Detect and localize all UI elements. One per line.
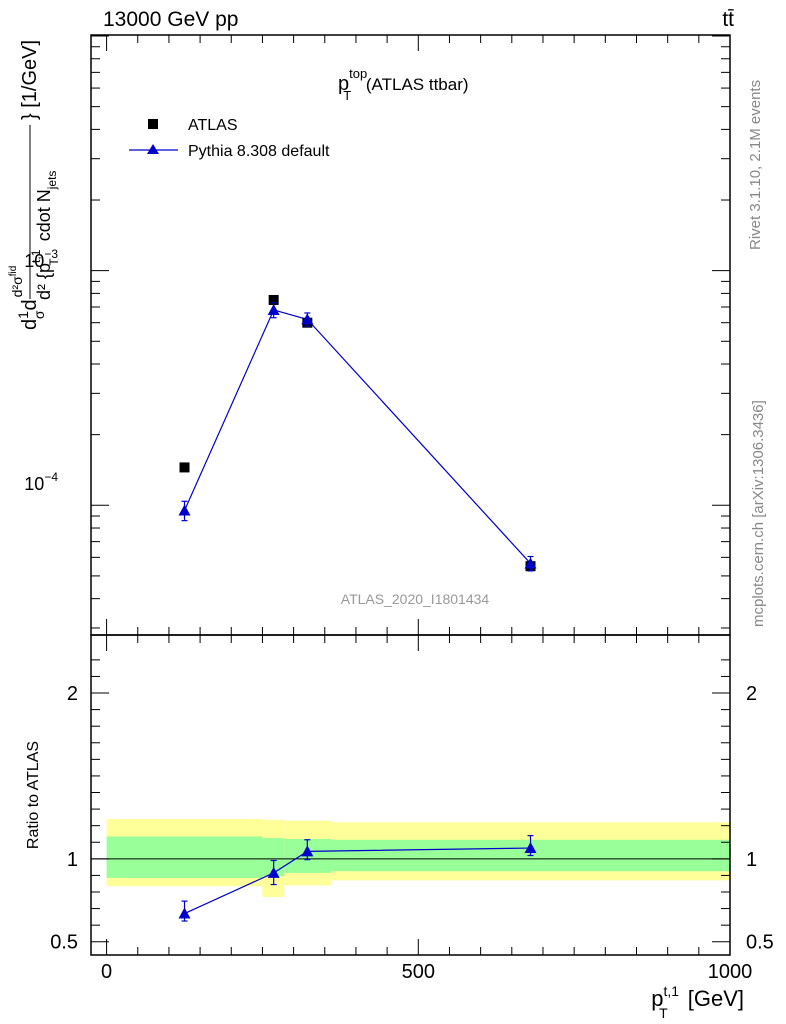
legend-mc-marker (147, 144, 159, 154)
mc-data-point (301, 313, 314, 325)
legend-atlas-marker (148, 119, 158, 129)
mcplots-label: mcplots.cern.ch [arXiv:1306.3436] (750, 400, 767, 627)
top-ylabel: d1σdd²σfid d² {pt,1 T cdot Njets } [1/GeV… (8, 40, 61, 330)
ratio-mc-point (524, 842, 537, 854)
atlas-data-point (268, 294, 279, 305)
title-rest: (ATLAS ttbar) (361, 75, 468, 94)
ratio-mc-point (267, 866, 280, 878)
ratio-panel: 0.5 1 2 0.5 1 2 0 500 1000 Ratio to ATLAS pt,1… (25, 634, 774, 1021)
legend-mc-label: Pythia 8.308 default (188, 143, 330, 160)
title-superscript: top (349, 66, 367, 81)
xtick-label: 0 (101, 961, 112, 983)
ratio-ytick-label-right: 2 (746, 683, 757, 705)
title-main: p (338, 73, 349, 95)
ratio-panel-frame (90, 634, 731, 956)
legend-atlas-label: ATLAS (188, 117, 238, 134)
top-ytick-labels: 10−4 10−3 (24, 247, 58, 494)
mc-data-point (267, 303, 280, 315)
ratio-mc-line (184, 847, 531, 915)
plot-title: ptop T (ATLAS ttbar) (338, 66, 469, 103)
xtick-label: 1000 (708, 961, 753, 983)
ytick-label-1e-4: 10−4 (24, 470, 58, 494)
ratio-ytick-labels-right: 0.5 1 2 (746, 683, 774, 954)
ratio-mc-point (178, 907, 191, 919)
ratio-bands (106, 819, 730, 897)
top-panel-frame (90, 34, 731, 636)
analysis-id: ATLAS_2020_I1801434 (341, 591, 490, 607)
xtick-label: 500 (402, 961, 435, 983)
ytick-label-1e-3: 10−3 (24, 247, 58, 271)
ratio-ytick-label-right: 0.5 (746, 932, 774, 954)
ratio-ytick-label: 2 (67, 683, 78, 705)
ratio-band-inner (106, 836, 263, 878)
ratio-ytick-label: 0.5 (50, 932, 78, 954)
top-ticks (91, 35, 731, 635)
ratio-ylabel: Ratio to ATLAS (25, 741, 42, 849)
mc-data-point (178, 504, 191, 516)
ratio-mc-point (301, 845, 314, 857)
ratio-ytick-label: 1 (67, 849, 78, 871)
ratio-ticks (91, 635, 731, 955)
top-panel: 10−4 10−3 ptop T (ATLAS ttbar) ATLAS Pyth… (8, 34, 731, 636)
svg-text:d1σdd²σfid: d1σdd²σfid (8, 266, 47, 330)
atlas-data-point (179, 462, 190, 473)
top-data (178, 294, 537, 572)
mc-data-point (524, 557, 537, 569)
rivet-label: Rivet 3.1.10, 2.1M events (747, 80, 764, 250)
x-axis-label: pt,1 T [GeV] (651, 983, 744, 1021)
ratio-ytick-labels-left: 0.5 1 2 (50, 683, 78, 954)
xtick-labels: 0 500 1000 (101, 961, 752, 983)
legend: ATLAS Pythia 8.308 default (129, 117, 330, 160)
ratio-ytick-label-right: 1 (746, 849, 757, 871)
svg-text:} [1/GeV]: } [1/GeV] (19, 40, 41, 120)
header-process: tt̄ (722, 8, 734, 31)
mc-series-line (183, 309, 531, 564)
ratio-data (178, 835, 537, 922)
header-beam: 13000 GeV pp (103, 8, 238, 31)
svg-text:d² {pt,1T cdot Njets: d² {pt,1 T cdot Njets (29, 171, 61, 300)
title-subscript: T (343, 88, 351, 103)
ratio-band-inner (262, 838, 285, 877)
